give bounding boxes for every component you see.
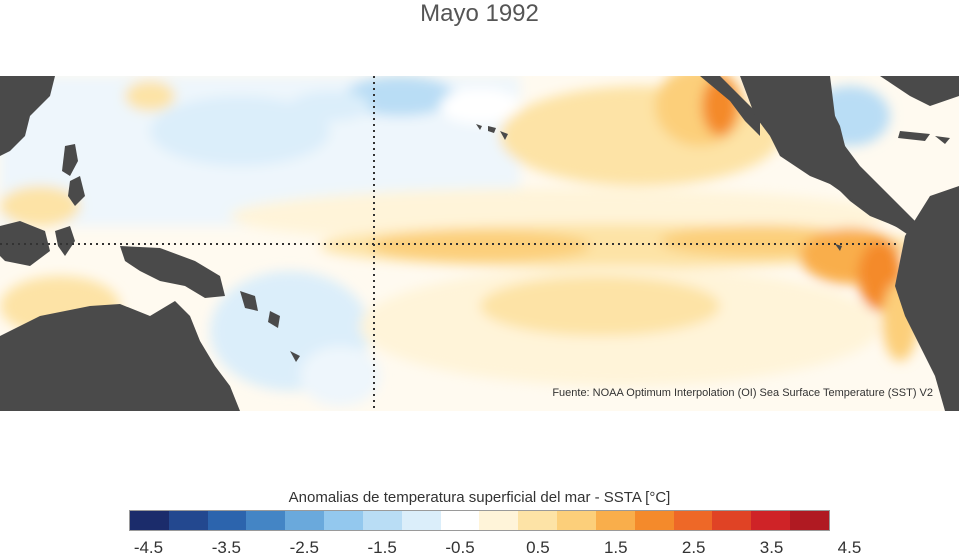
colorbar-cell xyxy=(324,511,363,530)
colorbar-tick-label: -1.5 xyxy=(367,538,397,557)
colorbar-tick-label: -0.5 xyxy=(445,538,475,557)
colorbar-cell xyxy=(712,511,752,530)
colorbar-cell xyxy=(401,511,441,530)
colorbar-cell xyxy=(557,511,596,530)
colorbar-tick-label: -2.5 xyxy=(289,538,319,557)
new-guinea-landmass xyxy=(120,246,225,298)
colorbar-cell xyxy=(362,511,402,530)
legend-title: Anomalias de temperatura superficial del… xyxy=(288,489,671,506)
map-title: Mayo 1992 xyxy=(420,0,539,27)
colorbar xyxy=(129,510,830,531)
colorbar-tick-label: 2.5 xyxy=(681,538,706,557)
colorbar-tick-label: 4.5 xyxy=(837,538,862,557)
south-america-landmass xyxy=(895,186,959,411)
colorbar-cell xyxy=(207,511,247,530)
colorbar-cell xyxy=(790,511,829,530)
colorbar-cell xyxy=(634,511,674,530)
colorbar-cell xyxy=(518,511,558,530)
land xyxy=(0,76,959,411)
colorbar-cell xyxy=(246,511,286,530)
colorbar-cell xyxy=(479,511,519,530)
australia-landmass xyxy=(0,301,240,411)
colorbar-cell xyxy=(168,511,208,530)
sst-anomaly-map xyxy=(0,76,959,411)
colorbar-cell xyxy=(673,511,713,530)
colorbar-cell xyxy=(440,511,480,530)
colorbar-tick-label: 1.5 xyxy=(603,538,628,557)
colorbar-cell xyxy=(285,511,325,530)
colorbar-tick-label: -4.5 xyxy=(133,538,164,557)
colorbar-cell xyxy=(595,511,635,530)
colorbar-tick-label: 0.5 xyxy=(526,538,550,557)
source-credit: Fuente: NOAA Optimum Interpolation (OI) … xyxy=(552,387,933,399)
colorbar-cell xyxy=(751,511,791,530)
colorbar-cell xyxy=(130,511,169,530)
anomaly-field xyxy=(0,76,920,406)
colorbar-tick-label: -3.5 xyxy=(211,538,242,557)
colorbar-ticks: -4.5 -3.5 -2.5 -1.5 -0.5 0.5 1.5 2.5 3.5 4.5 xyxy=(0,538,959,558)
asia-landmass xyxy=(0,76,55,156)
colorbar-tick-label: 3.5 xyxy=(759,538,784,557)
